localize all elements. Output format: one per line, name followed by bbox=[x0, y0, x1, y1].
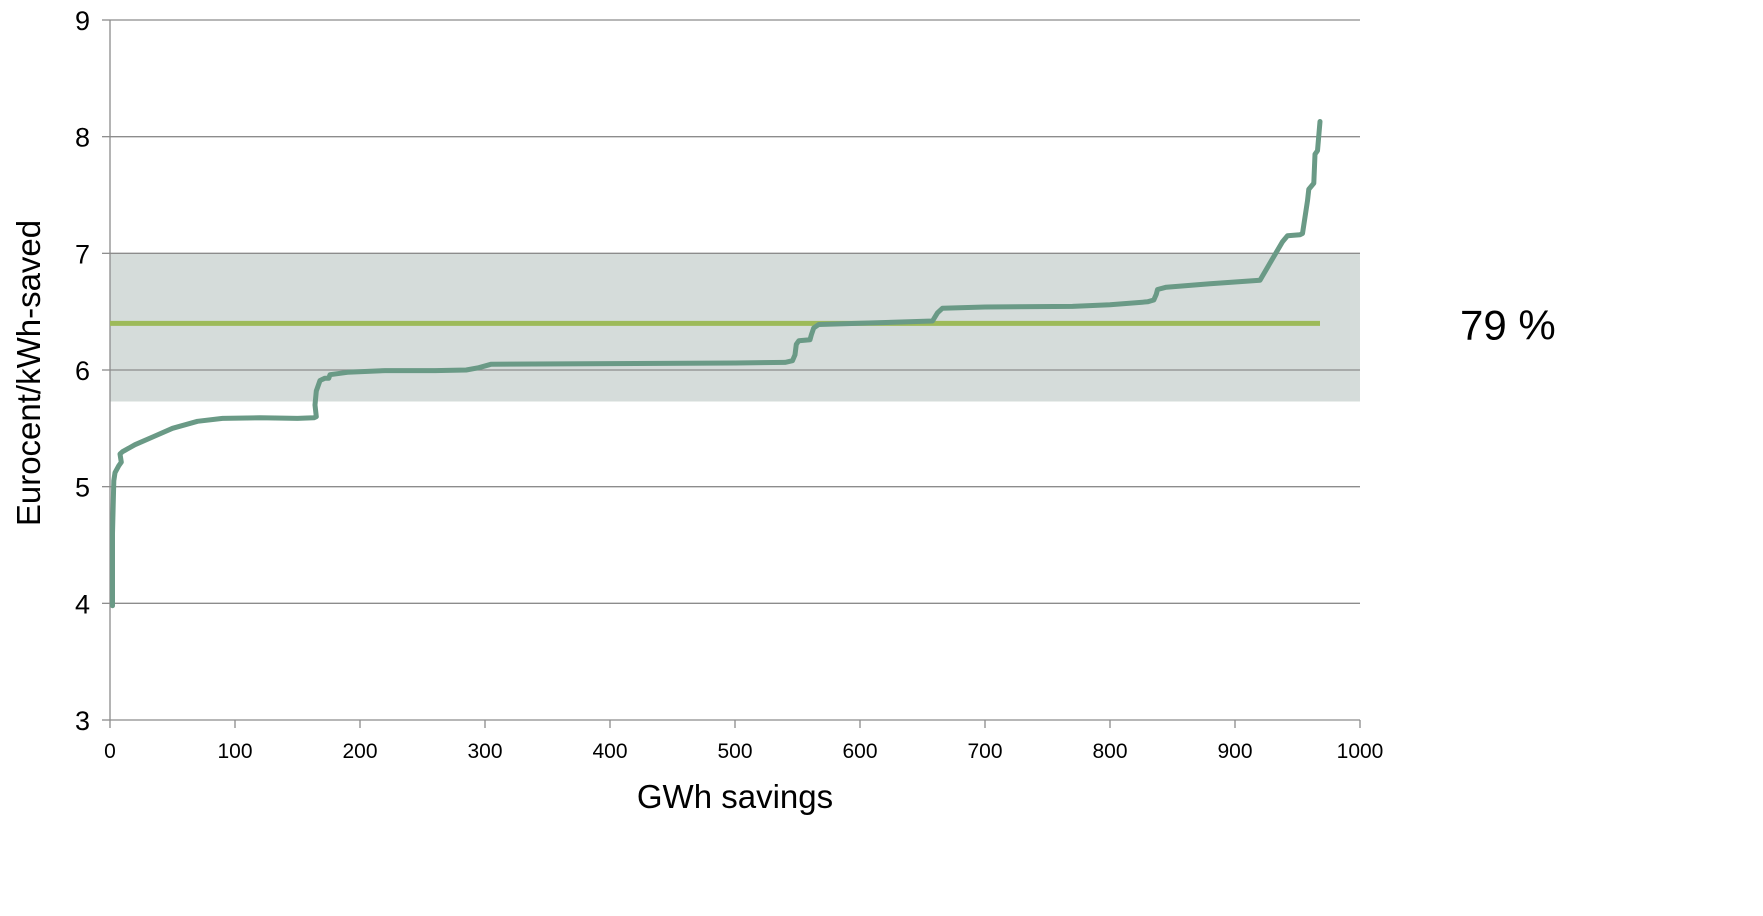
y-tick-label: 3 bbox=[75, 706, 90, 736]
y-tick-label: 6 bbox=[75, 356, 90, 386]
x-tick-label: 600 bbox=[842, 740, 877, 763]
x-tick-label: 800 bbox=[1092, 740, 1127, 763]
x-tick-label: 900 bbox=[1217, 740, 1252, 763]
x-tick-label: 1000 bbox=[1337, 740, 1384, 763]
y-tick-label: 9 bbox=[75, 6, 90, 36]
series-line bbox=[110, 119, 1323, 609]
y-tick-label: 4 bbox=[75, 589, 90, 619]
y-axis-title: Eurocent/kWh-saved bbox=[10, 220, 47, 526]
band-label: 79 % bbox=[1460, 301, 1556, 348]
shaded-band bbox=[110, 253, 1360, 402]
series-lines bbox=[110, 119, 1323, 609]
x-tick-label: 0 bbox=[104, 740, 116, 763]
x-tick-label: 300 bbox=[467, 740, 502, 763]
x-tick-label: 400 bbox=[592, 740, 627, 763]
x-tick-label: 500 bbox=[717, 740, 752, 763]
x-tick-label: 100 bbox=[217, 740, 252, 763]
y-ticks: 3 4 5 6 7 8 9 bbox=[75, 6, 110, 736]
x-tick-label: 200 bbox=[342, 740, 377, 763]
x-ticks: 0 100 200 300 400 500 600 700 800 900 1000 bbox=[104, 720, 1383, 763]
x-tick-label: 700 bbox=[967, 740, 1002, 763]
x-axis-title: GWh savings bbox=[637, 778, 833, 815]
y-tick-label: 8 bbox=[75, 123, 90, 153]
y-tick-label: 7 bbox=[75, 239, 90, 269]
y-tick-label: 5 bbox=[75, 473, 90, 503]
gridlines bbox=[110, 19, 1360, 604]
